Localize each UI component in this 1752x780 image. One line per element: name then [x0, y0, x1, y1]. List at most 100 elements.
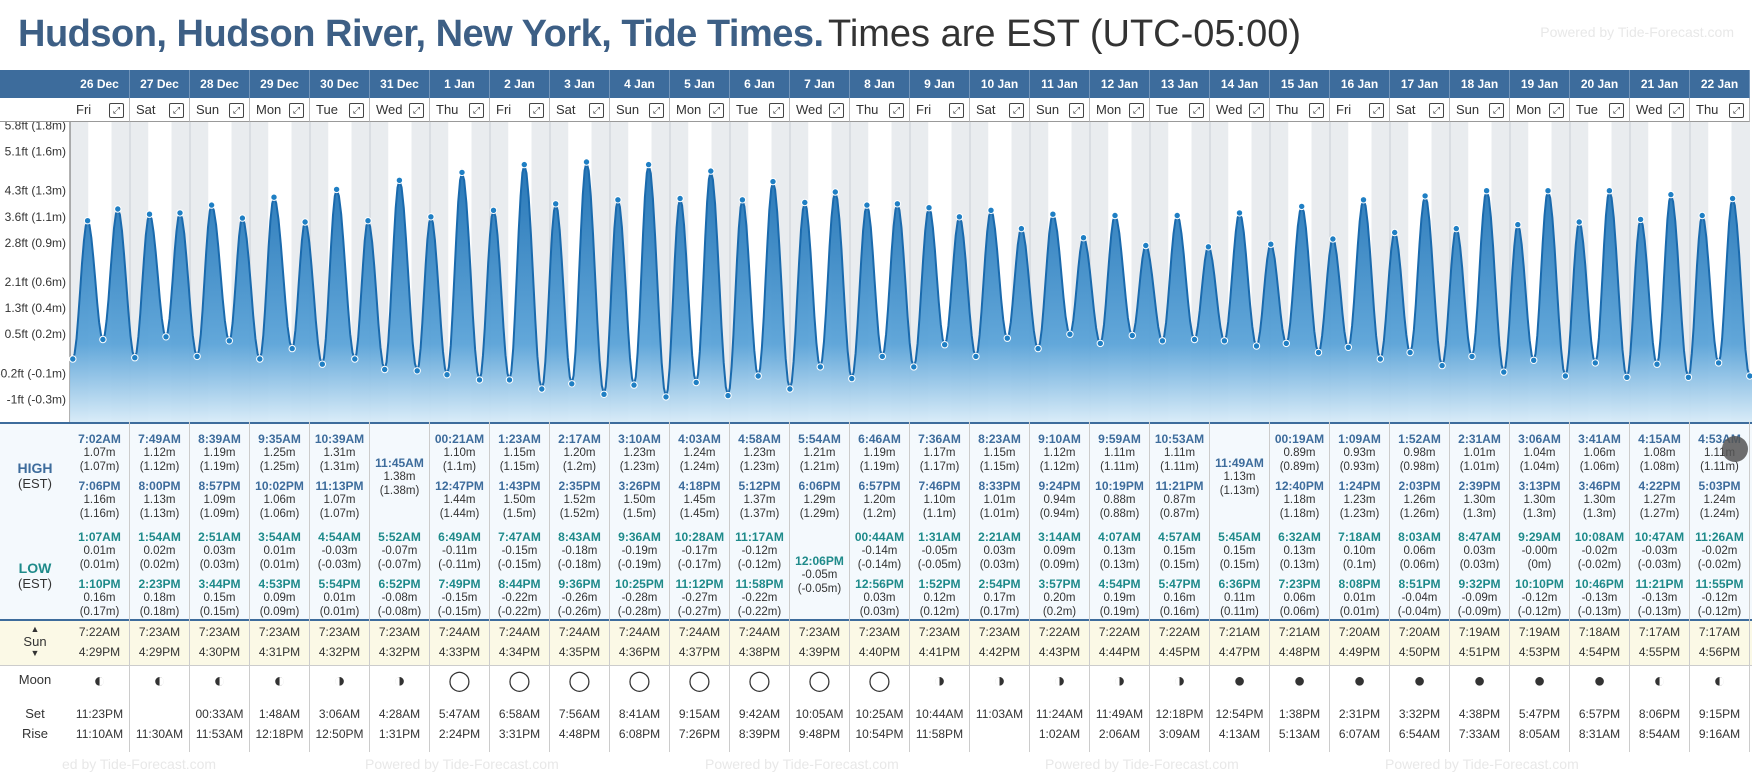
- high-tide-2-height-paren: (1.27m): [1639, 508, 1680, 520]
- low-tide-2-height: 0.01m: [323, 592, 356, 604]
- moonrise-time: 1:02AM: [1038, 727, 1081, 741]
- low-tide-1-time: 11:26AM: [1695, 530, 1744, 544]
- high-tide-1-height: 1.06m: [1583, 447, 1616, 459]
- high-tide-1: 3:06AM 1.04m (1.04m): [1510, 432, 1569, 474]
- low-tide-2: 7:49PM -0.15m (-0.15m): [430, 577, 489, 619]
- high-tide-1-height-paren: (1.15m): [979, 461, 1020, 473]
- moonrise-time: 11:53AM: [195, 727, 244, 741]
- day-column: 8:39AM 1.19m (1.19m) 8:57PM 1.09m (1.09m) 2:51…: [190, 422, 250, 752]
- high-tide-2-height: 1.27m: [1643, 494, 1676, 506]
- high-tide-2-height: 1.26m: [1403, 494, 1436, 506]
- low-tide-2-height: 0.11m: [1223, 592, 1256, 604]
- high-tide-2-height-paren: (1.5m): [622, 508, 657, 520]
- tide-point: [878, 352, 886, 361]
- expand-icon[interactable]: ⤢: [1309, 103, 1324, 118]
- tide-point: [1684, 373, 1693, 382]
- high-tide-1: 7:36AM 1.17m (1.17m): [910, 432, 969, 474]
- high-tide-1: 3:41AM 1.06m (1.06m): [1570, 432, 1629, 474]
- moonrise-time: 9:16AM: [1698, 727, 1741, 741]
- high-tide-1-height: 1.12m: [1043, 447, 1076, 459]
- expand-icon[interactable]: ⤢: [229, 103, 244, 118]
- low-tide-2-height-paren: (-0.27m): [677, 606, 722, 618]
- expand-icon[interactable]: ⤢: [1069, 103, 1084, 118]
- low-tide-2: 4:54PM 0.19m (0.19m): [1090, 577, 1149, 619]
- expand-icon[interactable]: ⤢: [1429, 103, 1444, 118]
- low-tide-2: 2:54PM 0.17m (0.17m): [970, 577, 1029, 619]
- date-header: 30 Dec: [310, 70, 370, 98]
- tide-point: [1667, 190, 1675, 199]
- scroll-right-handle[interactable]: [1722, 436, 1748, 462]
- high-tide-1-height-paren: (0.98m): [1399, 461, 1440, 473]
- expand-icon[interactable]: ⤢: [949, 103, 964, 118]
- moonset-time: 5:47PM: [1518, 707, 1561, 721]
- tide-point: [99, 335, 107, 344]
- day-cell: Fri ⤢: [910, 98, 970, 122]
- moon-phase-icon: ◑: [1053, 670, 1066, 692]
- high-tide-2-time: 1:24PM: [1338, 479, 1381, 493]
- tide-point: [301, 218, 309, 226]
- sunset-time: 4:32PM: [318, 645, 361, 659]
- low-tide-1-time: 7:47AM: [498, 530, 541, 544]
- high-tide-1: 1:09AM 0.93m (0.93m): [1330, 432, 1389, 474]
- low-tide-1: 10:28AM -0.17m (-0.17m): [670, 530, 729, 572]
- low-tide-1-height: 0.15m: [1223, 545, 1256, 557]
- high-label-tz: (EST): [18, 476, 52, 491]
- sunset-time: 4:51PM: [1458, 645, 1501, 659]
- expand-icon[interactable]: ⤢: [1369, 103, 1384, 118]
- day-column: 7:02AM 1.07m (1.07m) 7:06PM 1.16m (1.16m) 1:07…: [70, 422, 130, 752]
- tide-point: [724, 391, 732, 400]
- sunset-time: 4:31PM: [258, 645, 301, 659]
- low-tide-2: 5:54PM 0.01m (0.01m): [310, 577, 369, 619]
- expand-icon[interactable]: ⤢: [649, 103, 664, 118]
- expand-icon[interactable]: ⤢: [1009, 103, 1024, 118]
- day-name: Sun: [1456, 102, 1480, 117]
- high-tide-2-height-paren: (1.18m): [1279, 508, 1320, 520]
- day-column: 9:59AM 1.11m (1.11m) 10:19PM 0.88m (0.88m) 4:0…: [1090, 422, 1150, 752]
- sunrise-time: 7:20AM: [1398, 625, 1441, 639]
- tide-point: [193, 352, 201, 361]
- day-cell: Sun ⤢: [1450, 98, 1510, 122]
- expand-icon[interactable]: ⤢: [889, 103, 904, 118]
- high-tide-2-time: 8:33PM: [978, 479, 1021, 493]
- low-tide-1-time: 2:51AM: [198, 530, 241, 544]
- expand-icon[interactable]: ⤢: [409, 103, 424, 118]
- low-tide-1: 8:47AM 0.03m (0.03m): [1450, 530, 1509, 572]
- low-tide-1: 8:03AM 0.06m (0.06m): [1390, 530, 1449, 572]
- high-tide-2-time: 3:46PM: [1578, 479, 1621, 493]
- expand-icon[interactable]: ⤢: [169, 103, 184, 118]
- low-tide-2-time: 8:08PM: [1338, 577, 1381, 591]
- low-tide-2-height-paren: (0.15m): [199, 606, 240, 618]
- expand-icon[interactable]: ⤢: [1489, 103, 1504, 118]
- expand-icon[interactable]: ⤢: [769, 103, 784, 118]
- expand-icon[interactable]: ⤢: [1669, 103, 1684, 118]
- low-tide-1-height-paren: (-0.15m): [497, 559, 542, 571]
- expand-icon[interactable]: ⤢: [589, 103, 604, 118]
- expand-icon[interactable]: ⤢: [529, 103, 544, 118]
- day-cell: Fri ⤢: [1330, 98, 1390, 122]
- tide-point: [1636, 215, 1645, 224]
- expand-icon[interactable]: ⤢: [1249, 103, 1264, 118]
- expand-icon[interactable]: ⤢: [469, 103, 484, 118]
- tide-point: [910, 363, 918, 371]
- sunset-time: 4:49PM: [1338, 645, 1381, 659]
- high-tide-1-time: 00:21AM: [434, 432, 485, 446]
- expand-icon[interactable]: ⤢: [1609, 103, 1624, 118]
- moonrise-time: 10:54PM: [855, 727, 904, 741]
- expand-icon[interactable]: ⤢: [709, 103, 724, 118]
- low-tide-2-time: 2:54PM: [978, 577, 1021, 591]
- low-tide-2-height-paren: (0.2m): [1042, 606, 1077, 618]
- expand-icon[interactable]: ⤢: [1129, 103, 1144, 118]
- expand-icon[interactable]: ⤢: [1189, 103, 1204, 118]
- expand-icon[interactable]: ⤢: [829, 103, 844, 118]
- sunset-time: 4:50PM: [1398, 645, 1441, 659]
- expand-icon[interactable]: ⤢: [289, 103, 304, 118]
- sunrise-time: 7:22AM: [78, 625, 121, 639]
- expand-icon[interactable]: ⤢: [1549, 103, 1564, 118]
- expand-icon[interactable]: ⤢: [1729, 103, 1744, 118]
- expand-icon[interactable]: ⤢: [109, 103, 124, 118]
- day-cell: Sat ⤢: [550, 98, 610, 122]
- low-tide-2: 12:56PM 0.03m (0.03m): [850, 577, 909, 619]
- day-cell: Sat ⤢: [1390, 98, 1450, 122]
- expand-icon[interactable]: ⤢: [349, 103, 364, 118]
- tide-point: [568, 380, 576, 388]
